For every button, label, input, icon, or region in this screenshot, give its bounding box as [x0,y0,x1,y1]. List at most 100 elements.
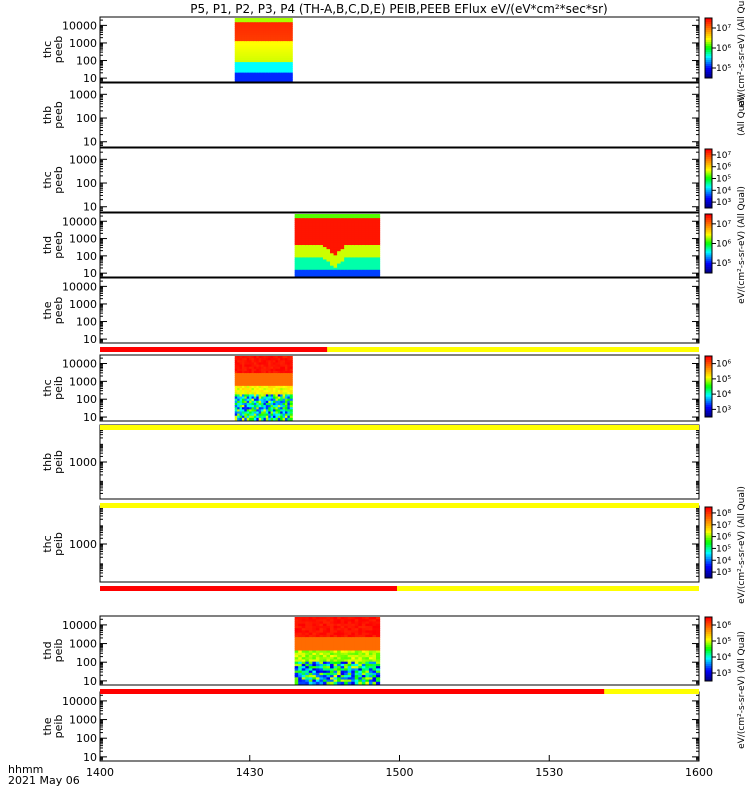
spectrogram-cell [251,364,255,368]
spectrogram-cell [375,672,381,676]
colorbar-cell [705,243,712,246]
spectrogram-cell [372,637,377,640]
spectrogram-cell [239,385,243,389]
spectrogram-cell [244,366,248,370]
spectrogram-cell [263,402,267,406]
spectrogram-cell [261,28,265,32]
spectrogram-cell [351,240,356,244]
spectrogram-cell [330,672,335,676]
spectrogram-cell [351,634,356,638]
spectrogram-cell [277,385,281,389]
spectrogram-cell [258,396,262,400]
spectrogram-cell [340,218,345,221]
spectrogram-cell [265,34,269,38]
spectrogram-cell [258,53,262,57]
spectrogram-cell [351,681,356,685]
y-axis-label: the [41,301,54,319]
y-tick-label: 100 [76,55,97,68]
spectrogram-cell [265,24,269,27]
spectrogram-cell [344,619,349,623]
spectrogram-cell [282,32,286,36]
spectrogram-cell [287,36,291,40]
spectrogram-cell [319,224,324,227]
spectrogram-cell [333,257,338,261]
spectrogram-cell [253,32,257,36]
spectrogram-cell [322,224,328,227]
spectrogram-cell [234,370,238,374]
spectrogram-cell [282,62,286,65]
spectrogram-cell [319,242,324,246]
spectrogram-cell [270,370,274,374]
spectrogram-cell [333,222,338,225]
spectrogram-cell [337,242,342,246]
spectrogram-cell [270,396,274,400]
colorbar-cell [705,563,712,567]
colorbar-cell [705,239,712,243]
spectrogram-cell [315,253,321,256]
spectrogram-cell [372,232,377,236]
spectrogram-cell [253,43,257,46]
spectrogram-cell [270,20,274,23]
spectrogram-cell [308,253,313,256]
spectrogram-cell [253,28,257,32]
spectrogram-cell [358,218,363,221]
spectrogram-cell [265,72,269,76]
spectrogram-cell [270,70,274,74]
spectrogram-cell [375,273,381,277]
spectrogram-cell [289,53,293,57]
spectrogram-cell [308,672,313,676]
spectrogram-cell [244,394,248,398]
spectrogram-cell [312,228,317,232]
spectrogram-cell [234,375,238,378]
spectrogram-cell [282,78,286,82]
spectrogram-cell [315,216,321,219]
spectrogram-cell [239,66,243,69]
spectrogram-cell [249,407,253,410]
spectrogram-cell [275,72,279,76]
spectrogram-cell [326,251,331,254]
spectrogram-cell [301,271,306,275]
spectrogram-cell [249,64,253,67]
spectrogram-cell [330,675,335,678]
spectrogram-cell [315,226,321,230]
spectrogram-cell [249,49,253,53]
spectrogram-cell [263,394,267,398]
spectrogram-cell [351,657,356,661]
spectrogram-cell [301,273,306,277]
spectrogram-cell [315,238,321,242]
colorbar-cell [705,249,712,252]
spectrogram-cell [244,390,248,393]
spectrogram-cell [258,417,262,421]
spectrogram-cell [305,632,310,636]
spectrogram-cell [368,271,374,275]
spectrogram-cell [246,57,250,61]
y-axis-label: thd [41,236,54,254]
spectrogram-cell [280,407,284,410]
y-tick-label: 10 [83,72,97,85]
spectrogram-cell [319,632,324,636]
spectrogram-cell [337,666,342,669]
spectrogram-cell [244,32,248,36]
spectrogram-cell [258,413,262,417]
y-tick-label: 1000 [69,638,97,651]
spectrogram-cell [375,675,381,678]
spectrogram-cell [241,47,245,51]
spectrogram-cell [263,76,267,80]
spectrogram-cell [249,411,253,415]
spectrogram-cell [322,228,328,232]
spectrogram-cell [261,60,265,63]
spectrogram-cell [308,222,313,225]
spectrogram-cell [351,670,356,674]
spectrogram-cell [285,394,288,398]
spectrogram-cell [315,659,321,663]
spectrogram-cell [326,668,331,672]
colorbar-cell [705,376,712,379]
spectrogram-cell [234,39,238,42]
spectrogram-cell [358,675,363,678]
spectrogram-cell [308,257,313,261]
spectrogram-cell [258,28,262,32]
spectrogram-cell [294,668,299,672]
spectrogram-cell [253,411,257,415]
spectrogram-cell [301,238,306,242]
spectrogram-cell [251,373,255,376]
